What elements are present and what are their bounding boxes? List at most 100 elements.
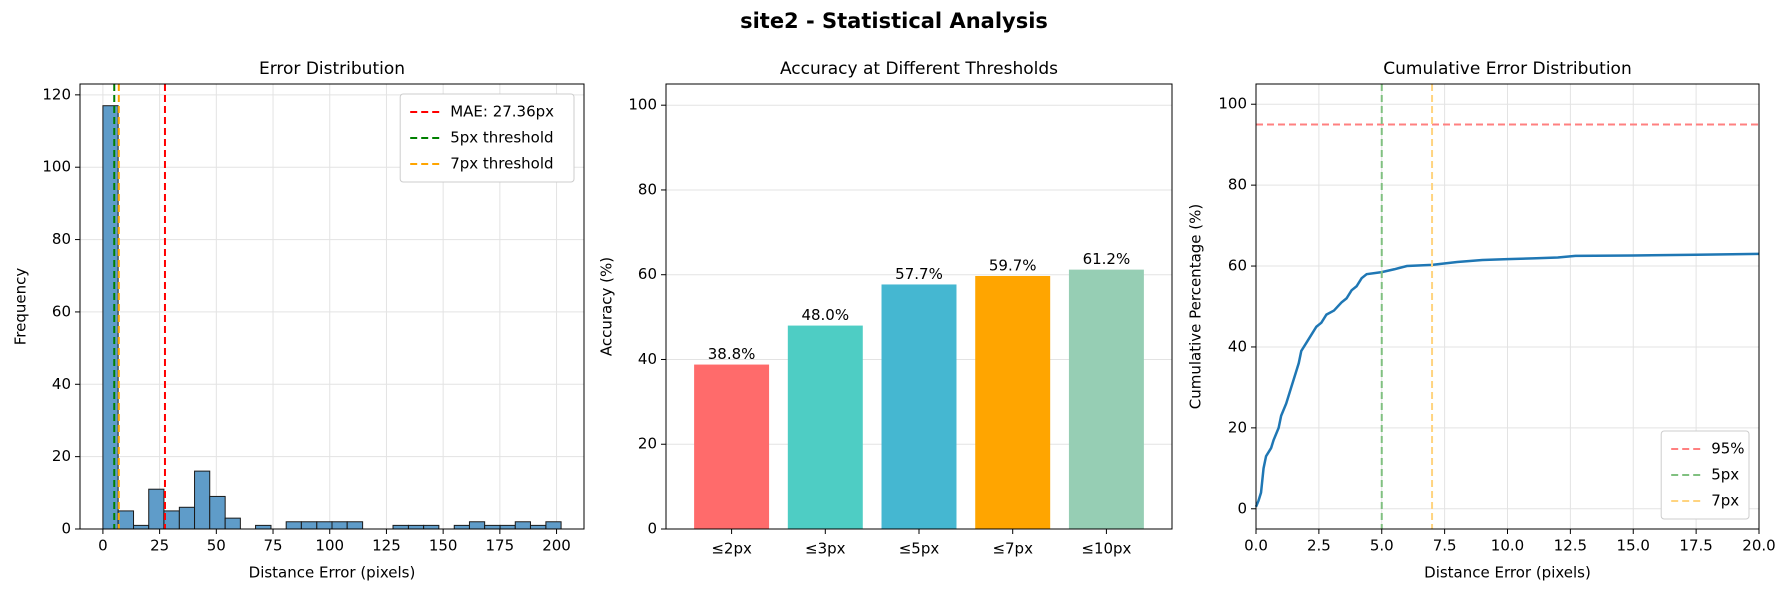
axes-frame bbox=[79, 83, 585, 530]
histogram-bar bbox=[484, 524, 501, 530]
histogram-bar bbox=[499, 524, 516, 530]
histogram-bar bbox=[316, 521, 333, 530]
y-tick-label: 100 bbox=[42, 158, 71, 176]
x-tick-label: ≤3px bbox=[805, 540, 846, 558]
x-tick-label: 125 bbox=[372, 537, 401, 555]
y-axis-label: Frequency bbox=[12, 268, 30, 346]
y-tick-label: 100 bbox=[1218, 95, 1247, 113]
x-tick-label: 20.0 bbox=[1742, 537, 1775, 555]
axes-frame bbox=[665, 83, 1173, 530]
x-tick-label: 15.0 bbox=[1617, 537, 1650, 555]
histogram-bar bbox=[300, 521, 318, 530]
cumulative-line bbox=[1254, 252, 1760, 508]
histogram-bar bbox=[194, 470, 211, 530]
y-tick-label: 120 bbox=[42, 85, 71, 103]
histogram-bar bbox=[148, 488, 165, 530]
histogram-bar bbox=[224, 517, 241, 530]
histogram-bar bbox=[255, 524, 272, 530]
y-tick-label: 80 bbox=[1228, 176, 1247, 194]
y-tick-label: 80 bbox=[638, 180, 657, 198]
bar bbox=[694, 364, 770, 529]
legend-box bbox=[1660, 430, 1750, 520]
x-tick-label: 10.0 bbox=[1491, 537, 1524, 555]
bar-value-label: 59.7% bbox=[989, 256, 1037, 274]
x-tick-label: 7.5 bbox=[1433, 537, 1457, 555]
bar bbox=[881, 284, 957, 529]
x-tick-label: 0.0 bbox=[1244, 537, 1268, 555]
legend-box bbox=[399, 93, 575, 183]
x-tick-label: 17.5 bbox=[1679, 537, 1712, 555]
histogram-bar bbox=[117, 510, 135, 530]
x-tick-label: 25 bbox=[150, 537, 169, 555]
subplot-title: Cumulative Error Distribution bbox=[1383, 59, 1631, 79]
bar bbox=[1068, 269, 1144, 529]
y-tick-label: 0 bbox=[1237, 499, 1247, 517]
y-tick-label: 80 bbox=[52, 230, 71, 248]
subplot: Error Distribution Distance Error (pixels… bbox=[12, 59, 585, 582]
x-tick-label: 0 bbox=[98, 537, 108, 555]
y-tick-label: 40 bbox=[52, 375, 71, 393]
x-axis-label: Distance Error (pixels) bbox=[1424, 564, 1591, 582]
bar-value-label: 48.0% bbox=[801, 306, 849, 324]
y-tick-label: 20 bbox=[52, 447, 71, 465]
y-axis-label: Accuracy (%) bbox=[598, 257, 616, 356]
x-tick-label: ≤10px bbox=[1081, 540, 1131, 558]
y-axis-label: Cumulative Percentage (%) bbox=[1187, 204, 1205, 410]
y-tick-label: 20 bbox=[638, 435, 657, 453]
legend-label: 95% bbox=[1711, 440, 1744, 458]
x-tick-label: 150 bbox=[429, 537, 458, 555]
histogram-bar bbox=[102, 105, 119, 530]
histogram-bar bbox=[285, 521, 302, 530]
x-tick-label: 5.0 bbox=[1370, 537, 1394, 555]
histogram-bar bbox=[407, 524, 425, 530]
x-tick-label: ≤2px bbox=[711, 540, 752, 558]
histogram-bar bbox=[453, 524, 470, 530]
histogram-bar bbox=[178, 506, 196, 530]
subplot: Cumulative Error Distribution Distance Er… bbox=[1187, 59, 1776, 582]
subplot-title: Error Distribution bbox=[259, 59, 405, 79]
legend-label: 7px bbox=[1711, 492, 1739, 510]
x-tick-label: ≤5px bbox=[899, 540, 940, 558]
y-tick-label: 40 bbox=[638, 350, 657, 368]
histogram-bar bbox=[545, 521, 562, 530]
x-axis-label: Distance Error (pixels) bbox=[249, 564, 416, 582]
histogram-bar bbox=[209, 495, 226, 530]
histogram-bar bbox=[346, 521, 364, 530]
y-tick-label: 100 bbox=[628, 96, 657, 114]
histogram-bar bbox=[423, 524, 440, 530]
subplot-title: Accuracy at Different Thresholds bbox=[780, 59, 1058, 79]
figure-title: site2 - Statistical Analysis bbox=[740, 9, 1048, 33]
y-tick-label: 20 bbox=[1228, 418, 1247, 436]
legend-label: 5px threshold bbox=[450, 129, 553, 147]
histogram-bar bbox=[331, 521, 348, 530]
y-tick-label: 40 bbox=[1228, 337, 1247, 355]
y-tick-label: 60 bbox=[1228, 257, 1247, 275]
y-tick-label: 60 bbox=[638, 265, 657, 283]
x-tick-label: 2.5 bbox=[1307, 537, 1331, 555]
y-tick-label: 60 bbox=[52, 302, 71, 320]
axes-frame bbox=[1255, 83, 1760, 530]
x-tick-label: 200 bbox=[542, 537, 571, 555]
bar bbox=[975, 275, 1051, 529]
x-tick-label: 50 bbox=[207, 537, 226, 555]
histogram-bar bbox=[529, 524, 547, 530]
histogram-bar bbox=[468, 521, 486, 530]
x-tick-label: 12.5 bbox=[1554, 537, 1587, 555]
histogram-bar bbox=[133, 524, 150, 530]
y-tick-label: 0 bbox=[61, 520, 71, 538]
y-tick-label: 0 bbox=[647, 520, 657, 538]
histogram-bar bbox=[514, 521, 531, 530]
subplot: Accuracy at Different Thresholds Accuracy… bbox=[598, 59, 1173, 558]
x-tick-label: 100 bbox=[315, 537, 344, 555]
histogram-bar bbox=[392, 524, 409, 530]
x-tick-label: ≤7px bbox=[992, 540, 1033, 558]
legend-label: 7px threshold bbox=[450, 155, 553, 173]
legend-label: 5px bbox=[1711, 466, 1739, 484]
histogram-bar bbox=[163, 510, 180, 530]
x-tick-label: 75 bbox=[263, 537, 282, 555]
bar-value-label: 61.2% bbox=[1083, 250, 1131, 268]
bar-value-label: 38.8% bbox=[708, 345, 756, 363]
bar bbox=[787, 325, 863, 529]
x-tick-label: 175 bbox=[486, 537, 515, 555]
